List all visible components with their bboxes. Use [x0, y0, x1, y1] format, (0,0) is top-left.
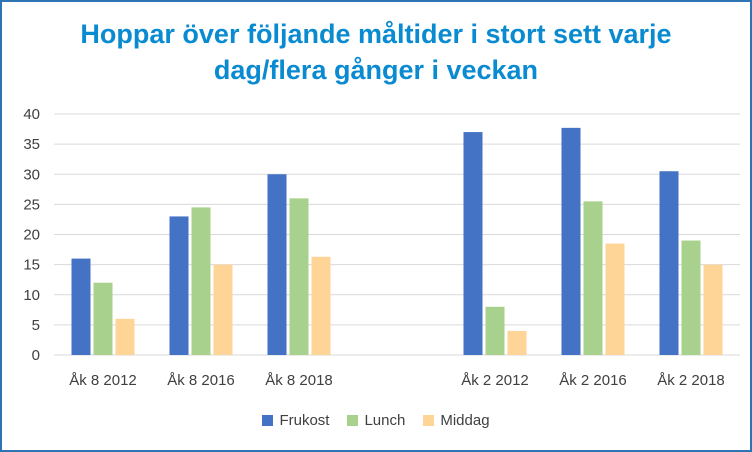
bar-frukost: [267, 174, 287, 355]
bar-middag: [311, 256, 331, 355]
bar-middag: [115, 318, 135, 355]
x-tick-label: Åk 8 2012: [69, 372, 137, 389]
bar-frukost: [71, 258, 91, 355]
x-tick-label: Åk 2 2018: [657, 372, 725, 389]
chart-title: Hoppar över följande måltider i stort se…: [2, 16, 750, 88]
chart-title-line-1: Hoppar över följande måltider i stort se…: [80, 19, 672, 49]
x-tick-label: Åk 8 2016: [167, 372, 235, 389]
legend-label-frukost: Frukost: [279, 412, 330, 429]
bar-middag: [703, 264, 723, 355]
bar-lunch: [289, 198, 309, 355]
bar-chart: 0 5 10 15 20 25 30 35 40 Åk 8 2012 Åk 8 2016 Åk 8 2…: [23, 106, 740, 389]
bar-frukost: [659, 171, 679, 355]
y-tick-label: 0: [32, 347, 40, 364]
y-tick-label: 40: [23, 106, 40, 123]
y-tick-label: 15: [23, 257, 40, 274]
bar-middag: [213, 264, 233, 355]
bar-lunch: [681, 240, 701, 355]
legend-swatch-middag: [423, 415, 435, 426]
x-tick-label: Åk 2 2012: [461, 372, 529, 389]
bar-middag: [507, 330, 527, 355]
legend: Frukost Lunch Middag: [2, 412, 750, 429]
bar-lunch: [191, 207, 211, 355]
y-tick-label: 25: [23, 196, 40, 213]
y-tick-label: 5: [32, 317, 40, 334]
legend-item-middag: Middag: [423, 412, 490, 429]
legend-label-lunch: Lunch: [364, 412, 406, 429]
chart-title-line-2: dag/flera gånger i veckan: [213, 55, 539, 85]
x-tick-label: Åk 8 2018: [265, 372, 333, 389]
bar-frukost: [169, 216, 189, 355]
bar-middag: [605, 243, 625, 355]
bar-frukost: [561, 127, 581, 355]
legend-item-frukost: Frukost: [262, 412, 329, 429]
legend-swatch-frukost: [262, 415, 274, 426]
y-tick-label: 30: [23, 166, 40, 183]
y-tick-label: 35: [23, 136, 40, 153]
bar-lunch: [583, 201, 603, 355]
legend-label-middag: Middag: [440, 412, 490, 429]
x-tick-label: Åk 2 2016: [559, 372, 627, 389]
legend-item-lunch: Lunch: [347, 412, 405, 429]
y-tick-label: 20: [23, 227, 40, 244]
bar-lunch: [485, 306, 505, 355]
bar-lunch: [93, 282, 113, 355]
y-tick-label: 10: [23, 287, 40, 304]
legend-swatch-lunch: [347, 415, 359, 426]
bar-frukost: [463, 132, 483, 355]
